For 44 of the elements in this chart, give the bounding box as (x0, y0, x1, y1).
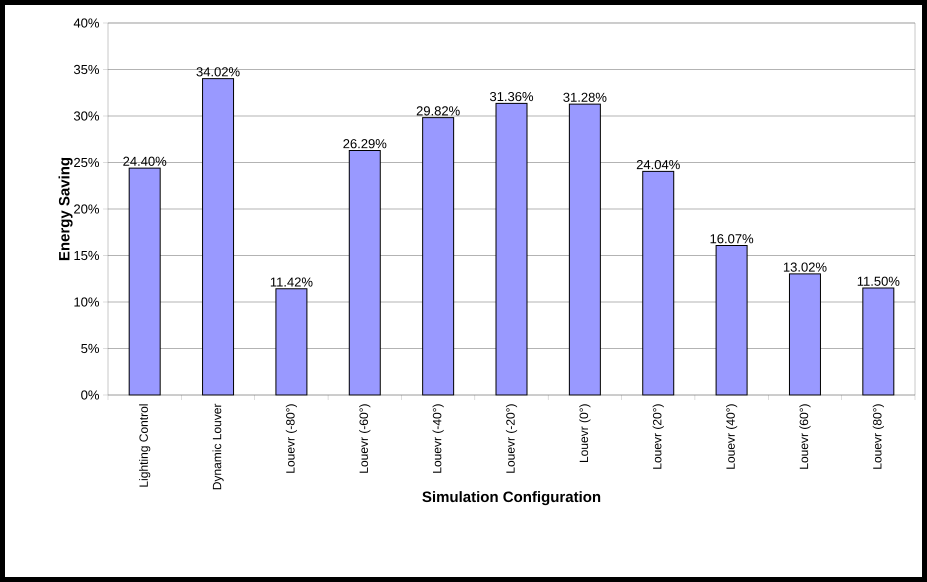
bar (716, 245, 748, 396)
bar (128, 168, 161, 396)
y-tick-label: 30% (74, 111, 100, 121)
y-tick-label: 25% (74, 158, 100, 168)
data-label: 13.02% (784, 262, 827, 272)
x-tick-label: Louevr (80°) (872, 404, 884, 469)
bar (568, 104, 601, 396)
bar (642, 170, 674, 396)
data-label: 26.29% (343, 139, 386, 148)
x-tick-label: Louevr (20°) (652, 404, 664, 469)
x-tick-label: Louevr (60°) (799, 404, 811, 469)
y-tick-label: 35% (74, 64, 100, 74)
data-label: 31.28% (563, 92, 606, 102)
y-axis-title: Energy Saving (58, 158, 73, 260)
x-tick-label: Louevr (-40°) (432, 404, 444, 473)
y-tick-label: 40% (74, 18, 100, 28)
y-tick-label: 20% (74, 204, 100, 214)
y-tick-label: 0% (81, 390, 100, 400)
bar (348, 150, 381, 396)
x-tick-label: Louevr (-20°) (506, 404, 518, 473)
bar (788, 273, 821, 396)
data-label: 34.02% (196, 67, 240, 76)
data-label: 24.04% (636, 160, 680, 170)
x-tick-label: Louevr (40°) (726, 404, 738, 469)
bar (422, 117, 454, 396)
bar (275, 288, 308, 396)
data-label: 31.36% (490, 92, 534, 102)
y-tick-label: 5% (81, 344, 100, 354)
bar (496, 102, 528, 396)
y-tick-label: 10% (74, 297, 100, 307)
data-label: 24.40% (123, 156, 166, 166)
data-label: 11.50% (858, 276, 900, 286)
x-tick-label: Louevr (0°) (579, 404, 590, 462)
x-axis-title: Simulation Configuration (422, 491, 600, 506)
data-label: 11.42% (270, 277, 313, 287)
x-tick-label: Lighting Control (139, 404, 150, 487)
x-tick-label: Louevr (-80°) (286, 404, 297, 473)
data-label: 29.82% (416, 106, 460, 116)
bar (202, 78, 234, 396)
y-tick-label: 15% (74, 250, 100, 260)
data-label: 16.07% (710, 234, 754, 244)
bar (862, 288, 894, 396)
x-tick-label: Dynamic Louver (212, 404, 224, 490)
x-tick-label: Louevr (-60°) (359, 404, 370, 473)
